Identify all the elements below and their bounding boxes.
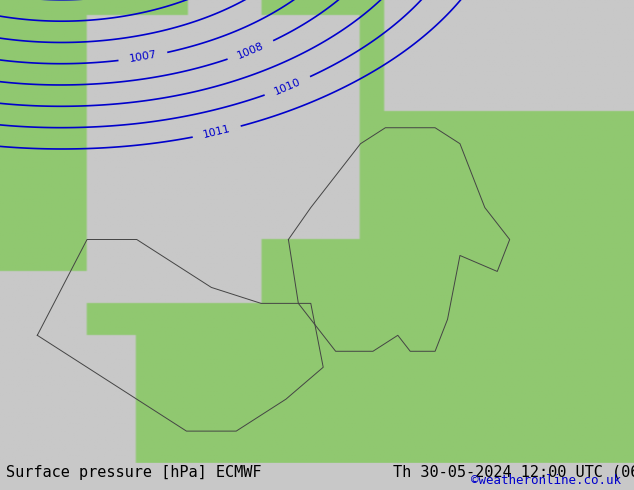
Text: 1010: 1010 bbox=[273, 76, 302, 97]
Text: 1007: 1007 bbox=[128, 49, 158, 64]
Text: Surface pressure [hPa] ECMWF: Surface pressure [hPa] ECMWF bbox=[6, 465, 262, 480]
Text: ©weatheronline.co.uk: ©weatheronline.co.uk bbox=[471, 474, 621, 487]
Text: Th 30-05-2024 12:00 UTC (06+06): Th 30-05-2024 12:00 UTC (06+06) bbox=[393, 465, 634, 480]
Text: 1008: 1008 bbox=[236, 41, 266, 61]
Text: 1011: 1011 bbox=[202, 124, 231, 140]
